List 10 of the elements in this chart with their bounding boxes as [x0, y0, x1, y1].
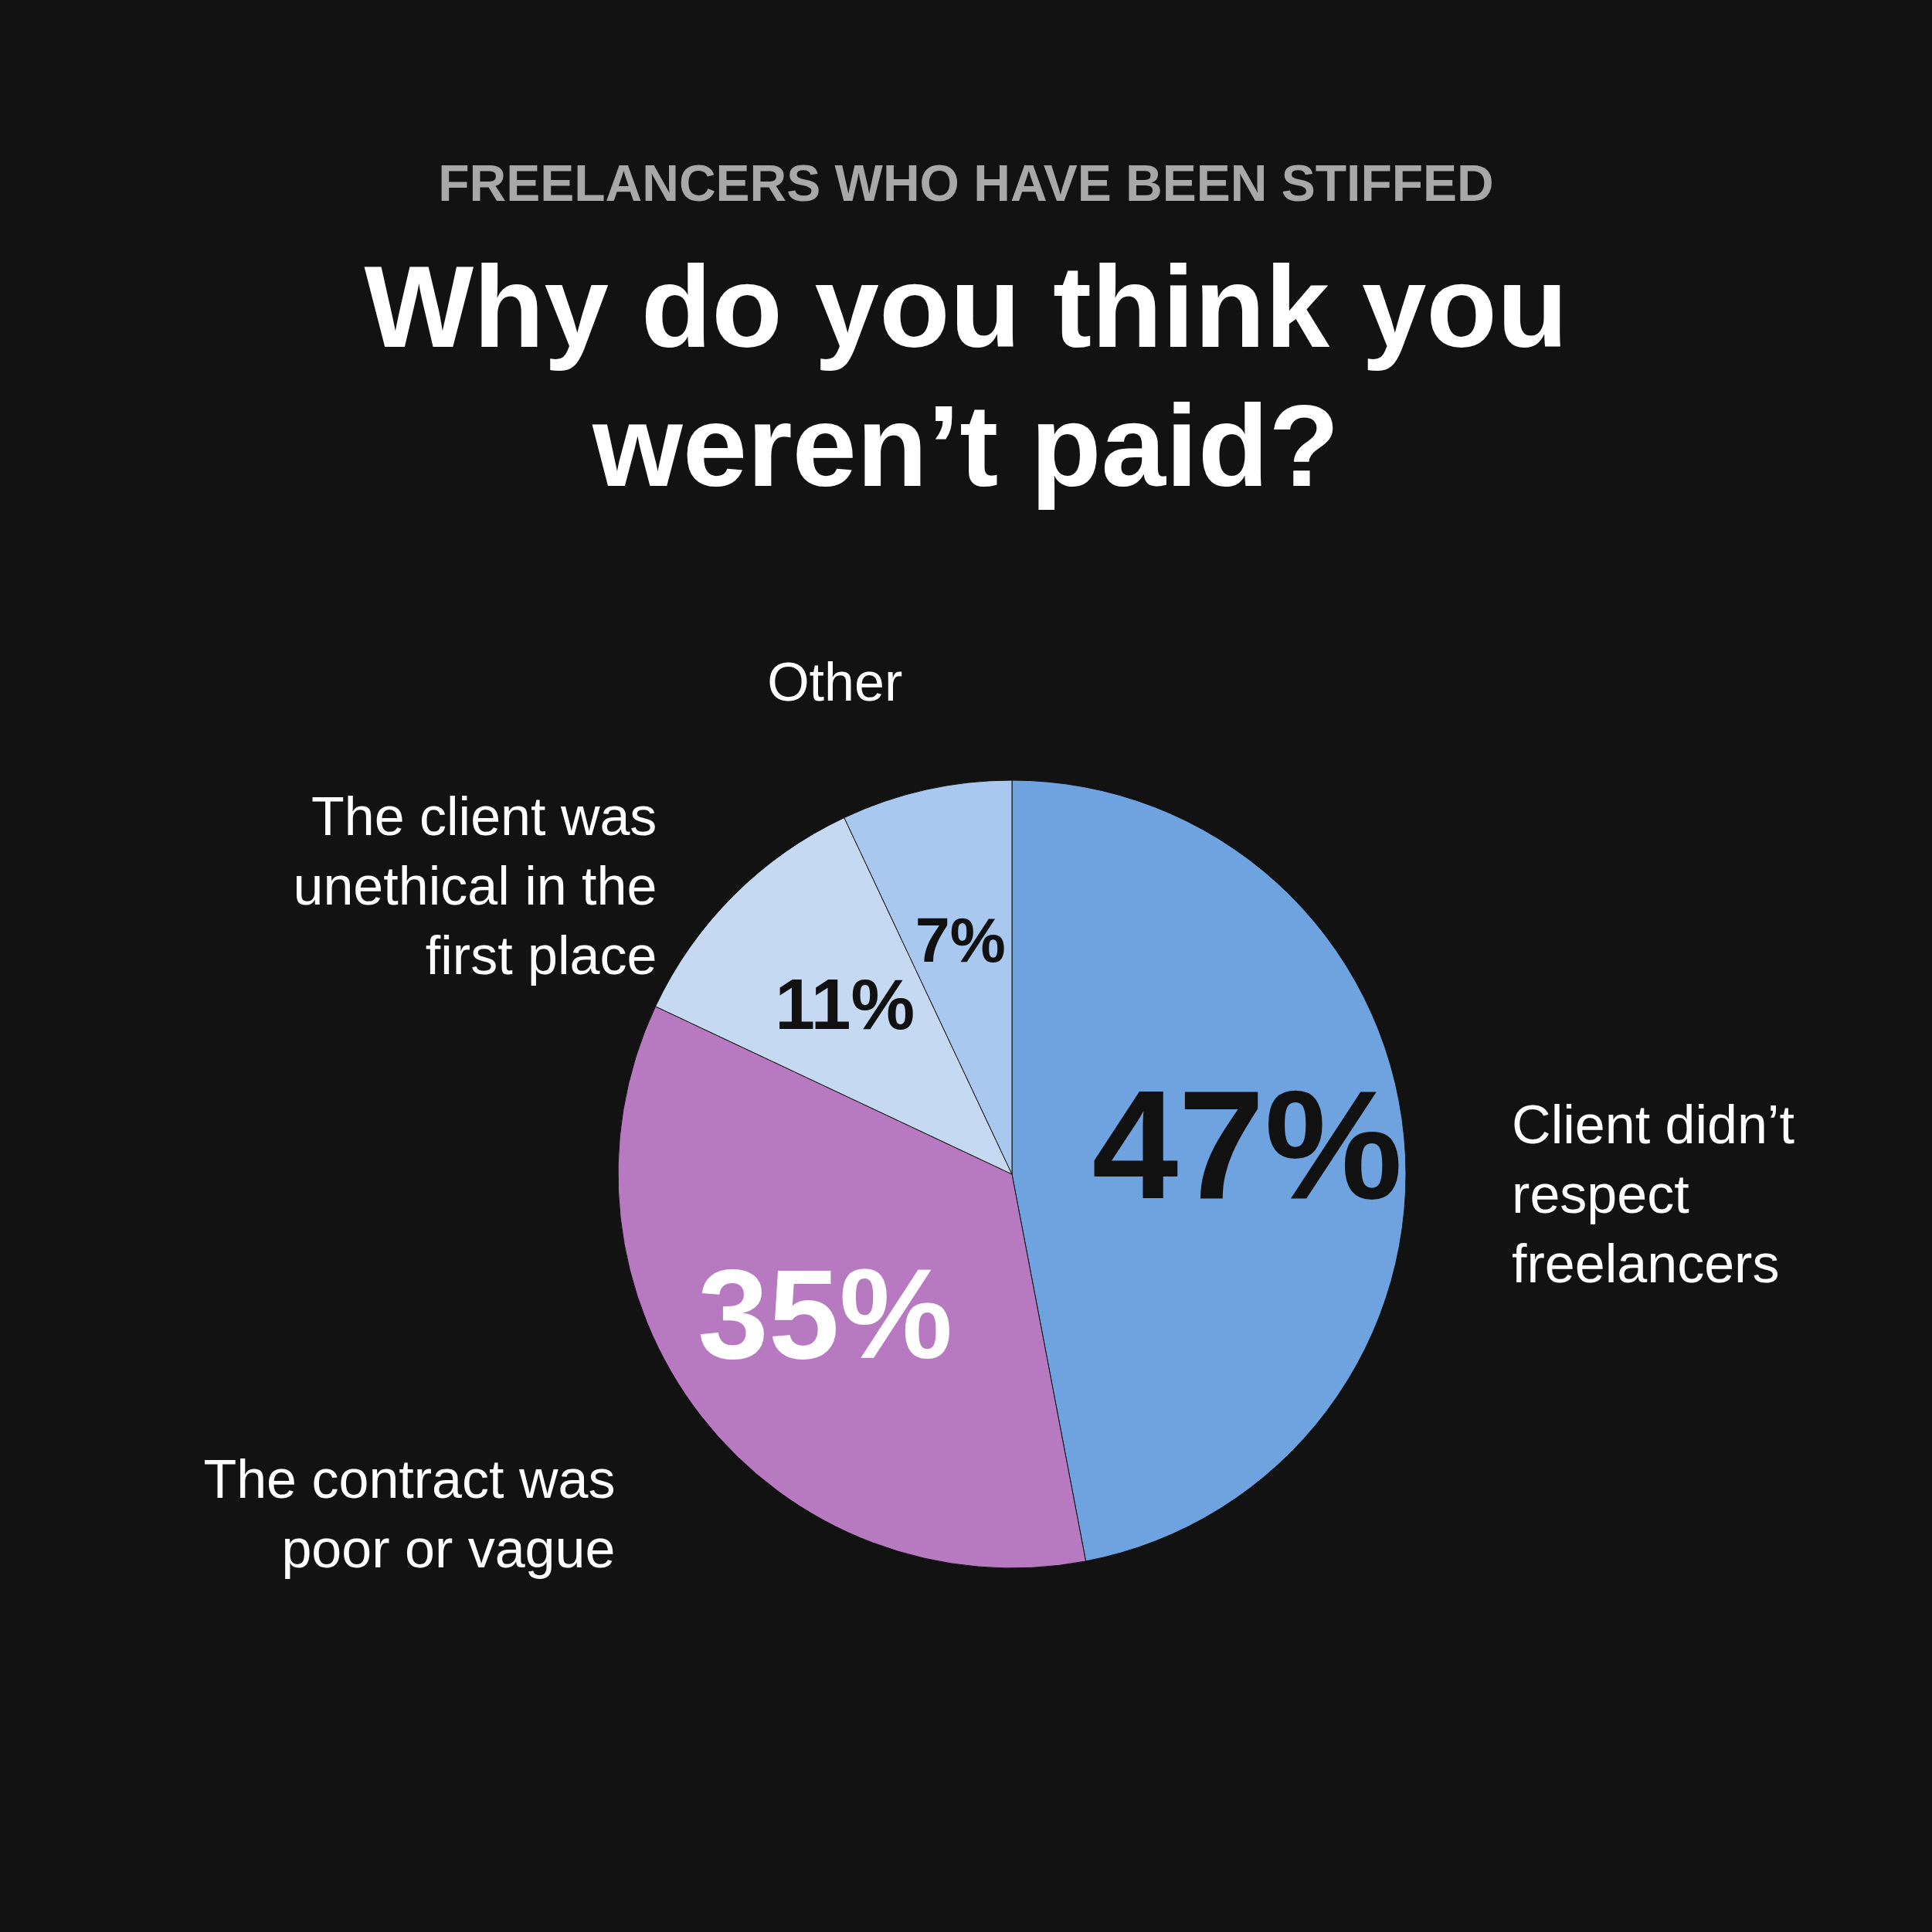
data-label: 47%: [1092, 1058, 1403, 1232]
data-label: 7%: [915, 905, 1006, 976]
slice-label: The contract was poor or vague: [203, 1449, 616, 1580]
data-label: 35%: [698, 1242, 953, 1385]
slice-label: Client didn’t respect freelancers: [1512, 1094, 1794, 1294]
slice-label: Other: [767, 651, 903, 712]
slice-label: The client was unethical in the first place: [293, 786, 657, 986]
chart-title: Why do you think you weren’t paid?: [364, 242, 1568, 511]
data-label: 11%: [775, 963, 915, 1044]
chart-subtitle: FREELANCERS WHO HAVE BEEN STIFFED: [438, 154, 1494, 212]
